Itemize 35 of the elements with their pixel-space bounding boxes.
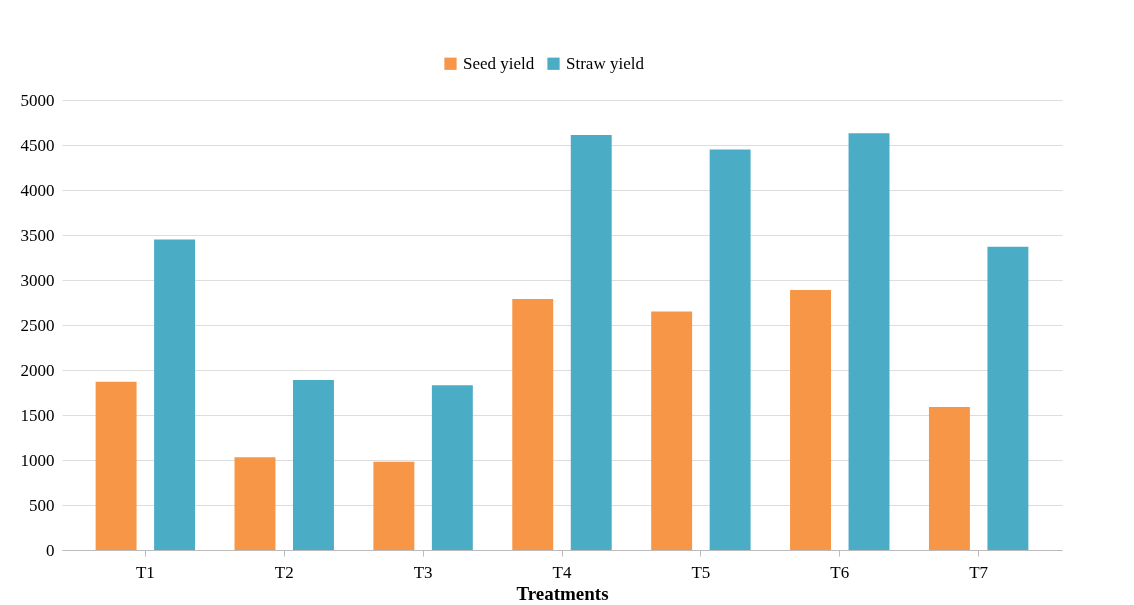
x-tick-label: T2 <box>274 562 294 582</box>
bar <box>292 379 334 550</box>
y-tick-label: 2000 <box>20 360 55 380</box>
bar <box>570 135 612 550</box>
y-tick-label: 500 <box>29 495 55 515</box>
legend-label: Seed yield <box>463 53 535 73</box>
y-tick-label: 4500 <box>20 135 55 155</box>
bar <box>709 149 751 550</box>
x-tick-label: T6 <box>830 562 850 582</box>
x-tick-label: T4 <box>552 562 572 582</box>
bar <box>95 381 137 550</box>
bar <box>928 406 970 550</box>
x-axis-title: Treatments <box>516 582 609 604</box>
y-tick-label: 1500 <box>20 405 55 425</box>
y-tick-label: 3500 <box>20 225 55 245</box>
y-tick-label: 5000 <box>20 90 55 110</box>
x-tick-label: T5 <box>691 562 711 582</box>
bar <box>373 461 415 550</box>
bar <box>234 457 276 550</box>
bar <box>987 246 1029 550</box>
bar <box>154 239 196 550</box>
bar <box>651 311 693 550</box>
x-tick-label: T7 <box>969 562 989 582</box>
x-tick-label: T1 <box>135 562 155 582</box>
y-tick-label: 1000 <box>20 450 55 470</box>
bar <box>790 289 832 550</box>
bar <box>512 298 554 550</box>
legend-label: Straw yield <box>566 53 645 73</box>
bar <box>431 385 473 550</box>
y-tick-label: 3000 <box>20 270 55 290</box>
y-tick-label: 4000 <box>20 180 55 200</box>
bar <box>848 133 890 550</box>
y-tick-label: 0 <box>46 540 55 560</box>
y-tick-label: 2500 <box>20 315 55 335</box>
x-tick-label: T3 <box>413 562 433 582</box>
